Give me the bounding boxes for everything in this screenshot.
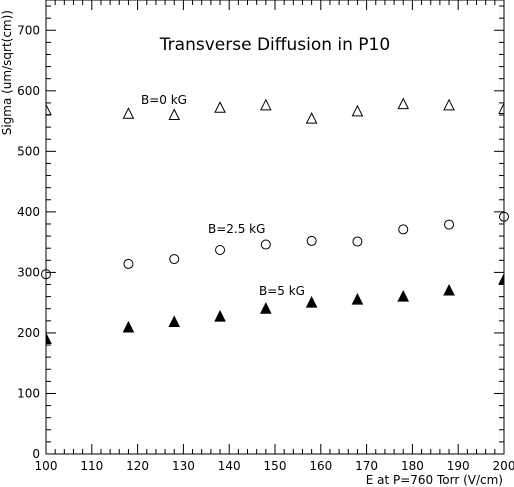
data-point-open-circle [306,235,317,246]
series-label-b2-5: B=2.5 kG [208,222,265,236]
data-point-open-circle [444,219,455,230]
data-point-open-triangle [168,108,181,121]
chart-title: Transverse Diffusion in P10 [159,35,390,55]
data-point-filled-triangle [168,315,181,328]
x-tick-label: 100 [35,459,58,473]
y-tick-label: 300 [17,265,40,279]
data-point-open-triangle [305,112,318,124]
data-point-open-triangle [351,104,364,117]
x-tick-label: 190 [447,459,470,473]
x-tick-label: 150 [264,459,287,473]
data-point-open-circle [123,258,134,269]
data-point-filled-triangle [214,309,226,322]
data-point-filled-triangle [351,293,364,305]
data-point-open-circle [352,236,363,247]
x-tick-label: 200 [493,459,514,473]
data-point-open-circle [215,245,226,256]
x-tick-label: 130 [172,459,195,473]
data-point-open-triangle [397,97,410,110]
data-marks [41,97,509,344]
x-tick-label: 110 [80,459,103,473]
data-point-open-triangle [214,101,226,113]
data-point-filled-triangle [498,273,505,285]
data-point-filled-triangle [443,283,455,296]
x-axis-label: E at P=760 Torr (V/cm) [366,473,503,487]
data-point-open-circle [398,224,409,235]
data-point-open-circle [260,239,271,250]
data-point-filled-triangle [305,296,318,308]
y-tick-label: 700 [17,23,40,37]
data-point-filled-triangle [397,289,410,302]
data-point-open-circle [169,254,180,265]
y-tick-label: 600 [17,84,40,98]
data-point-filled-triangle [45,333,52,344]
x-tick-label: 120 [126,459,149,473]
y-tick-label: 500 [17,144,40,158]
x-tick-label: 160 [309,459,332,473]
x-tick-label: 140 [218,459,241,473]
y-tick-label: 200 [17,326,40,340]
x-tick-label: 180 [401,459,424,473]
data-point-filled-triangle [122,320,135,333]
y-axis-label: Sigma (um/sqrt(cm)) [0,10,14,135]
series-label-b5: B=5 kG [259,284,305,298]
y-tick-label: 100 [17,386,40,400]
data-point-open-triangle [122,107,135,119]
data-point-filled-triangle [260,302,272,314]
y-tick-label: 0 [32,447,40,461]
axis-ticks: 100 110 120 130 140 150 160 170 180 190 2000100200… [17,0,514,473]
x-tick-label: 170 [355,459,378,473]
data-point-open-triangle [45,104,52,116]
y-tick-label: 400 [17,205,40,219]
data-point-open-circle [499,211,509,222]
plot-frame [45,0,505,455]
data-point-open-circle [41,269,51,280]
data-point-open-triangle [443,98,455,111]
data-point-open-triangle [260,98,272,111]
data-point-open-triangle [498,103,505,114]
series-label-b0: B=0 kG [141,93,187,107]
